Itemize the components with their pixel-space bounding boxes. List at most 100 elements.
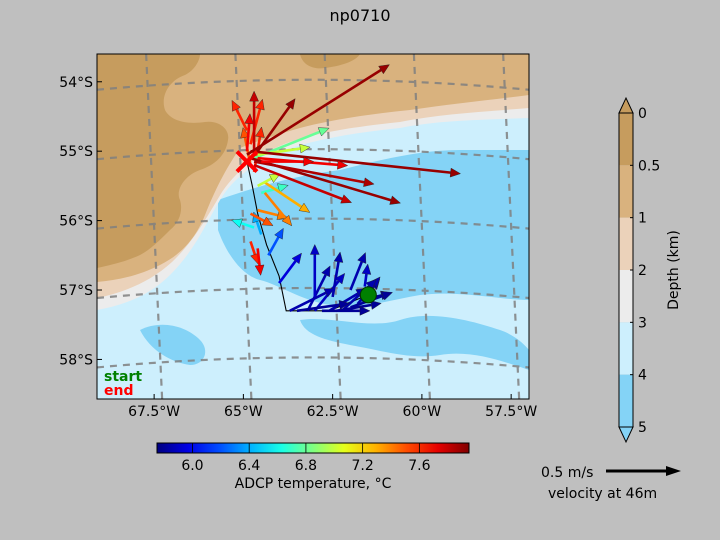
velocity-arrow-head [334, 272, 346, 285]
velocity-arrow-head [389, 195, 401, 205]
velocity-arrow-head [337, 159, 349, 170]
graticule-parallel [97, 286, 529, 300]
velocity-arrow-head [363, 177, 375, 187]
velocity-arrow-shaft [257, 177, 272, 188]
velocity-arrow-head [299, 143, 311, 154]
velocity-arrow-head [321, 265, 331, 278]
depth-colorbar-top-extension [618, 96, 634, 114]
deep-water-patches [140, 150, 529, 370]
velocity-arrow-shaft [296, 303, 340, 313]
velocity-arrow-head [231, 218, 243, 228]
velocity-arrow-shaft [264, 181, 303, 208]
map-panel: 67.5°W 65°W 62.5°W 60°W 57.5°W 54°S55°S56°S5… [59, 53, 537, 420]
velocity-arrow [246, 64, 390, 156]
x-tick-label: 65°W [224, 404, 263, 420]
graticule-parallel [97, 356, 529, 369]
velocity-arrow-head [309, 243, 320, 255]
graticule-parallel [97, 78, 529, 91]
velocity-arrow-shaft [289, 291, 327, 313]
end-marker [235, 150, 259, 174]
velocity-arrow [349, 252, 367, 291]
velocity-arrow [250, 149, 462, 178]
quiver-key-caption: velocity at 46m [548, 486, 657, 502]
velocity-arrow-shaft [306, 274, 327, 312]
velocity-arrow-shaft [278, 260, 297, 284]
depth-band [619, 374, 633, 427]
velocity-arrow [253, 160, 375, 187]
velocity-arrow [309, 243, 320, 297]
depth-colorbar-bottom-extension [618, 426, 634, 444]
velocity-arrow-shaft [249, 241, 257, 255]
graticule-meridian [502, 54, 521, 399]
velocity-arrow-head [357, 252, 367, 264]
depth-tick-label: 5 [638, 420, 647, 436]
graticule-parallel [97, 148, 529, 161]
quiver-key-label: 0.5 m/s [541, 465, 593, 481]
velocity-arrow-head [340, 194, 353, 204]
velocity-arrow-head [317, 127, 330, 137]
velocity-arrow-head [333, 251, 344, 263]
velocity-arrow-shaft [349, 261, 363, 291]
depth-band [619, 322, 633, 375]
velocity-arrow-head [370, 300, 382, 310]
velocity-arrow [264, 181, 311, 213]
velocity-arrows [231, 64, 462, 316]
depth-tick-label: 0.5 [638, 158, 660, 174]
x-tick-label: 57.5°W [485, 404, 537, 420]
velocity-arrow [296, 300, 350, 313]
depth-band [619, 113, 633, 166]
velocity-arrow [321, 306, 371, 316]
depth-colorbar-bands [618, 112, 634, 428]
map-frame [96, 53, 530, 400]
depth-tick-label: 1 [638, 211, 647, 227]
velocity-arrow-head [274, 227, 284, 240]
y-tick-label: 54°S [59, 75, 93, 91]
velocity-arrow-head [291, 252, 302, 265]
velocity-arrow [289, 288, 336, 313]
depth-tick-label: 2 [638, 263, 647, 279]
velocity-arrow-shaft [257, 208, 279, 217]
velocity-arrow [253, 163, 353, 204]
velocity-arrow-head [244, 113, 254, 125]
y-tick-label: 58°S [59, 352, 93, 368]
velocity-arrow-shaft [250, 149, 451, 174]
temperature-tick-label: 6.8 [295, 458, 317, 474]
velocity-arrow-shaft [263, 192, 287, 219]
velocity-arrow-head [281, 214, 293, 227]
graticule-meridian [145, 54, 164, 399]
depth-band [619, 270, 633, 323]
y-axis-ticks: 54°S 55°S 56°S 57°S 58°S [59, 75, 102, 368]
chart-title: np0710 [329, 6, 390, 25]
velocity-arrow-head [255, 126, 265, 138]
velocity-arrow-shaft [253, 163, 343, 201]
velocity-arrow-head [381, 291, 393, 301]
velocity-arrow-shaft [363, 273, 368, 287]
temperature-tick-label: 6.0 [181, 458, 203, 474]
velocity-arrow [263, 192, 293, 227]
velocity-arrow [267, 227, 284, 256]
velocity-arrow-head [365, 279, 377, 290]
velocity-arrow-head [303, 156, 315, 167]
velocity-arrow [231, 99, 249, 131]
depth-tick-label: 4 [638, 368, 647, 384]
velocity-arrow-shaft [255, 221, 263, 235]
velocity-arrow-head [255, 98, 265, 111]
velocity-arrow-head [323, 288, 336, 298]
velocity-arrow [278, 252, 302, 284]
velocity-arrow-head [361, 263, 372, 275]
x-tick-label: 60°W [403, 404, 442, 420]
depth-band [619, 217, 633, 270]
start-marker [359, 286, 377, 304]
velocity-arrow-head [338, 300, 350, 310]
x-tick-label: 62.5°W [307, 404, 359, 420]
depth-colorbar: 0 0.5 1 2 3 4 5 Depth (km) [618, 96, 682, 444]
depth-tick-label: 3 [638, 315, 647, 331]
temperature-tick-label: 7.6 [408, 458, 430, 474]
velocity-arrow-shaft [246, 68, 382, 156]
depth-band [619, 165, 633, 218]
velocity-arrow-shaft [267, 236, 280, 256]
graticule-meridian [412, 54, 431, 399]
velocity-arrow [361, 263, 372, 287]
velocity-arrow [261, 156, 315, 167]
